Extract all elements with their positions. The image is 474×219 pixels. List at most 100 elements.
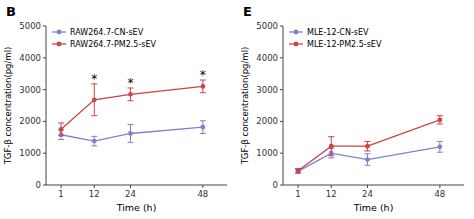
point xyxy=(92,97,97,102)
y-tick xyxy=(43,185,46,186)
x-tick xyxy=(130,185,131,188)
x-tick-label: 12 xyxy=(89,189,100,199)
y-axis-label: TGF-β concentration(pg/ml) xyxy=(240,47,250,166)
point xyxy=(128,92,133,97)
y-tick-label: 4000 xyxy=(256,53,278,63)
legend-label: MLE-12-CN-sEV xyxy=(307,28,369,37)
x-tick xyxy=(94,185,95,188)
legend-label: RAW264.7-PM2.5-sEV xyxy=(70,40,157,49)
x-tick-label: 24 xyxy=(125,189,136,199)
error-bar-cap xyxy=(437,152,443,153)
y-axis xyxy=(283,26,284,185)
x-tick xyxy=(331,185,332,188)
y-tick xyxy=(280,185,283,186)
panel-label: E xyxy=(243,4,252,19)
y-tick-label: 3000 xyxy=(19,85,41,95)
point xyxy=(59,127,64,132)
x-tick-label: 24 xyxy=(362,189,373,199)
plot-area xyxy=(295,116,443,174)
error-bar xyxy=(364,154,370,165)
error-bar xyxy=(295,168,301,172)
y-tick xyxy=(43,26,46,27)
error-bar-cap xyxy=(437,115,443,116)
point xyxy=(296,168,301,173)
y-tick xyxy=(280,57,283,58)
error-bar-cap xyxy=(200,133,206,134)
x-tick xyxy=(367,185,368,188)
error-bar-cap xyxy=(200,120,206,121)
error-bar xyxy=(91,136,97,146)
series-line xyxy=(61,127,203,141)
error-bar-cap xyxy=(91,145,97,146)
legend: MLE-12-CN-sEV MLE-12-PM2.5-sEV xyxy=(289,28,382,49)
error-bar xyxy=(437,116,443,124)
y-tick-label: 0 xyxy=(36,180,41,190)
error-bar xyxy=(58,123,64,136)
annotation: * xyxy=(200,68,206,82)
error-bar-cap xyxy=(127,100,133,101)
error-bar-cap xyxy=(364,150,370,151)
x-tick-label: 1 xyxy=(295,189,300,199)
error-bar xyxy=(364,141,370,151)
legend-marker xyxy=(57,42,62,47)
series-line xyxy=(298,147,440,171)
error-bar-cap xyxy=(91,136,97,137)
y-tick xyxy=(280,26,283,27)
x-tick xyxy=(202,185,203,188)
x-axis xyxy=(283,185,464,186)
y-axis-label: TGF-β concentration(pg/ml) xyxy=(3,47,13,166)
error-bar-cap xyxy=(58,122,64,123)
error-bar-cap xyxy=(364,141,370,142)
x-tick-label: 12 xyxy=(326,189,337,199)
point xyxy=(92,139,97,144)
error-bar-cap xyxy=(328,157,334,158)
y-tick xyxy=(280,89,283,90)
point xyxy=(437,117,442,122)
point xyxy=(200,84,205,89)
legend-label: RAW264.7-CN-sEV xyxy=(70,28,144,37)
error-bar-cap xyxy=(364,165,370,166)
y-tick xyxy=(280,153,283,154)
point xyxy=(365,157,370,162)
y-tick-label: 2000 xyxy=(19,116,41,126)
x-tick xyxy=(439,185,440,188)
y-tick-label: 1000 xyxy=(256,148,278,158)
error-bar-cap xyxy=(127,124,133,125)
legend-label: MLE-12-PM2.5-sEV xyxy=(307,40,382,49)
legend: RAW264.7-CN-sEV RAW264.7-PM2.5-sEV xyxy=(52,28,157,49)
point xyxy=(365,144,370,149)
error-bar xyxy=(91,84,97,116)
y-tick-label: 3000 xyxy=(256,85,278,95)
point xyxy=(296,169,301,174)
y-tick-label: 2000 xyxy=(256,116,278,126)
error-bar-cap xyxy=(200,92,206,93)
panel-label: B xyxy=(6,4,16,19)
x-axis-label: Time (h) xyxy=(116,202,157,213)
y-tick-label: 4000 xyxy=(19,53,41,63)
error-bar xyxy=(328,137,334,156)
panel: B0100020003000400050001122448Time (h)TGF… xyxy=(3,4,227,213)
error-bar-cap xyxy=(328,136,334,137)
y-axis xyxy=(46,26,47,185)
y-tick xyxy=(43,121,46,122)
x-tick xyxy=(298,185,299,188)
error-bar xyxy=(437,141,443,152)
y-tick-label: 5000 xyxy=(256,21,278,31)
error-bar-cap xyxy=(127,142,133,143)
legend-marker xyxy=(294,42,299,47)
legend-marker xyxy=(294,30,299,35)
y-tick-label: 1000 xyxy=(19,148,41,158)
series-line xyxy=(61,86,203,129)
point xyxy=(200,125,205,130)
error-bar-cap xyxy=(437,123,443,124)
annotation: * xyxy=(91,72,97,86)
y-tick-label: 0 xyxy=(273,180,278,190)
annotation: * xyxy=(127,76,133,90)
x-axis xyxy=(46,185,227,186)
x-tick-label: 48 xyxy=(197,189,208,199)
error-bar xyxy=(127,125,133,143)
y-tick xyxy=(43,57,46,58)
legend-marker xyxy=(57,30,62,35)
x-axis-label: Time (h) xyxy=(353,202,394,213)
error-bar-cap xyxy=(58,135,64,136)
